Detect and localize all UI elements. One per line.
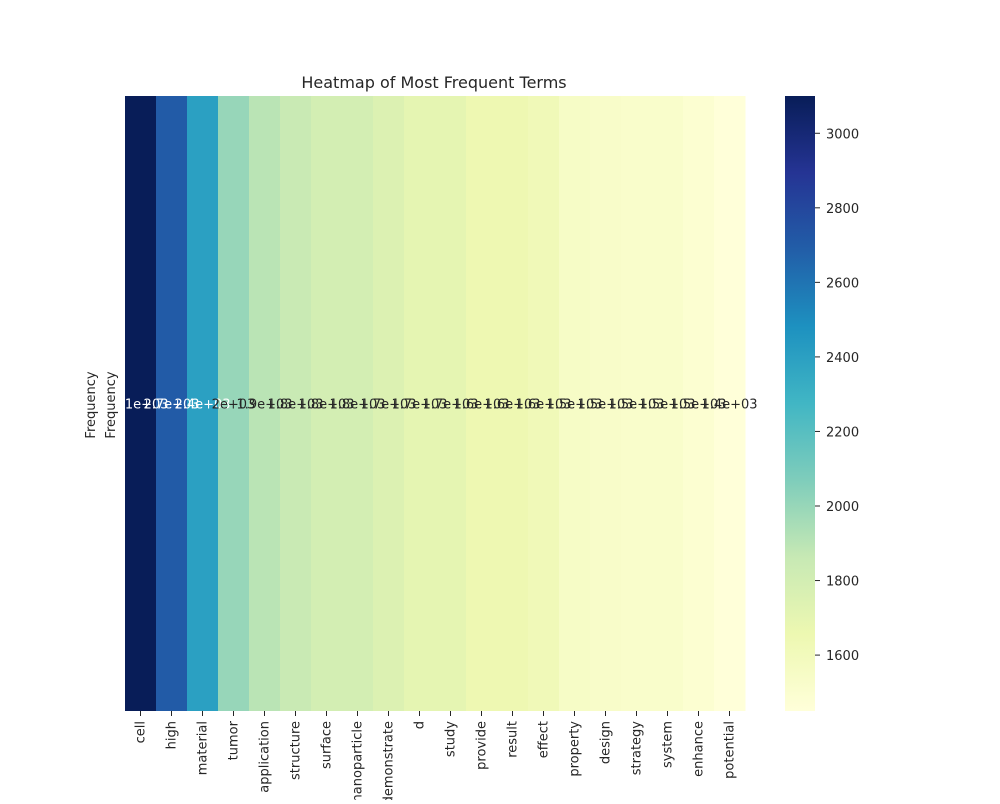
row-label: Frequency [104,371,119,438]
heatmap-cell-cell [125,96,157,711]
cell-annotation: 3.1e+03 [112,398,168,413]
heatmap-cell-effect [528,96,560,711]
heatmap-cell-provide [466,96,498,711]
y-axis-label: Frequency [84,371,99,438]
x-tick-label: d [413,721,428,729]
colorbar-tick-label: 2400 [826,351,859,366]
colorbar [785,96,815,711]
cell-annotation: 1.8e+03 [267,398,323,413]
x-tick-label: property [568,721,583,777]
cell-annotations: 3.1e+032.7e+032.4e+032e+031.9e+031.8e+03… [112,398,757,413]
cell-annotation: 1.6e+03 [515,398,571,413]
x-tick-label: application [258,721,273,793]
heatmap-cell-design [590,96,622,711]
x-tick-label: result [506,721,521,758]
chart-title: Heatmap of Most Frequent Terms [301,73,566,92]
cell-annotation: 2e+03 [212,398,256,413]
heatmap-cell-high [156,96,188,711]
heatmap-cell-material [187,96,219,711]
heatmap-cell-property [559,96,591,711]
heatmap-cell-enhance [683,96,715,711]
heatmap-cell-demonstrate [373,96,405,711]
x-tick-label: study [444,721,459,757]
heatmap-cell-system [652,96,684,711]
heatmap-cell-d [404,96,436,711]
cell-annotation: 1.5e+03 [639,398,695,413]
heatmap-cell-structure [280,96,312,711]
colorbar-tick-label: 1600 [826,649,859,664]
heatmap-cell-potential [714,96,746,711]
colorbar-tick-label: 2800 [826,202,859,217]
x-tick-label: material [196,721,211,775]
cell-annotation: 1.6e+03 [453,398,509,413]
x-tick-label: provide [475,721,490,770]
colorbar-tick-label: 3000 [826,127,859,142]
x-tick-label: system [661,721,676,768]
x-tick-label: potential [723,721,738,779]
heatmap-cell-result [497,96,529,711]
cell-annotation: 1.5e+03 [608,398,664,413]
cell-annotation: 1.5e+03 [670,398,726,413]
colorbar-tick-label: 2600 [826,276,859,291]
x-tick-label: cell [134,721,149,743]
cell-annotation: 1.7e+03 [391,398,447,413]
cell-annotation: 1.6e+03 [484,398,540,413]
cell-annotation: 2.4e+03 [174,398,230,413]
heatmap-cell-strategy [621,96,653,711]
colorbar-ticks: 1600 1800 2000 2200 2400 2600 2800 3000 [815,127,859,664]
x-tick-label: structure [289,721,304,780]
x-tick-label: enhance [692,721,707,777]
cell-annotation: 1.5e+03 [577,398,633,413]
x-tick-label: effect [537,721,552,758]
heatmap-cell-application [249,96,281,711]
x-tick-label: nanoparticle [351,721,366,800]
x-tick-label: strategy [630,721,645,776]
x-tick-label: high [165,721,180,749]
heatmap-cells [125,96,746,711]
cell-annotation: 1.7e+03 [360,398,416,413]
colorbar-tick-label: 2200 [826,425,859,440]
heatmap-cell-study [435,96,467,711]
x-axis-ticks: cell high material tumor application structur… [134,711,738,804]
x-tick-label: design [599,721,614,764]
cell-annotation: 1.9e+03 [236,398,292,413]
x-tick-label: demonstrate [382,721,397,800]
heatmap-cell-surface [311,96,343,711]
x-tick-label: surface [320,721,335,769]
colorbar-tick-label: 2000 [826,500,859,515]
x-tick-label: tumor [227,720,242,760]
colorbar-tick-label: 1800 [826,575,859,590]
heatmap-cell-nanoparticle [342,96,374,711]
cell-annotation: 1.8e+03 [329,398,385,413]
cell-annotation: 1.7e+03 [422,398,478,413]
cell-annotation: 2.7e+03 [143,398,199,413]
cell-annotation: 1.5e+03 [546,398,602,413]
cell-annotation: 1.4e+03 [701,398,757,413]
y-axis: Frequency Frequency [84,371,119,438]
cell-annotation: 1.8e+03 [298,398,354,413]
heatmap-cell-tumor [218,96,250,711]
